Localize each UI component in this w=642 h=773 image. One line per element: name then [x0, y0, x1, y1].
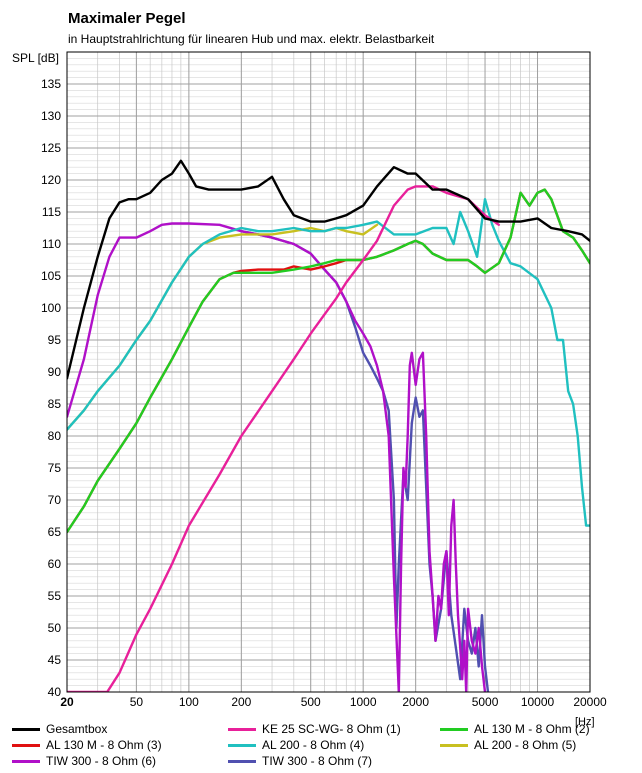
- y-tick-label: 70: [48, 493, 62, 507]
- y-tick-label: 55: [48, 589, 62, 603]
- y-tick-label: 120: [41, 173, 61, 187]
- y-tick-label: 130: [41, 109, 61, 123]
- x-tick-label: 20: [60, 695, 74, 709]
- y-tick-label: 105: [41, 269, 61, 283]
- y-tick-label: 80: [48, 429, 62, 443]
- y-tick-label: 95: [48, 333, 62, 347]
- y-tick-label: 65: [48, 525, 62, 539]
- y-tick-label: 40: [48, 685, 62, 699]
- series-line-0: [67, 159, 590, 380]
- x-tick-label: 100: [179, 695, 199, 709]
- y-tick-label: 45: [48, 653, 62, 667]
- y-tick-label: 115: [42, 205, 61, 219]
- y-tick-label: 110: [42, 237, 61, 251]
- chart-title: Maximaler Pegel: [68, 10, 186, 27]
- series-line-2: [67, 188, 590, 534]
- series-line-4: [67, 197, 590, 527]
- x-tick-label: 500: [301, 695, 321, 709]
- y-tick-label: 125: [41, 141, 61, 155]
- plot-border: [66, 51, 591, 693]
- x-tick-label: 2000: [402, 695, 429, 709]
- x-tick-label: 10000: [521, 695, 555, 709]
- series-line-6: [67, 222, 487, 692]
- x-tick-label: 50: [130, 695, 144, 709]
- x-tick-label: 5000: [472, 695, 499, 709]
- y-tick-label: 85: [48, 397, 62, 411]
- x-tick-label: 1000: [350, 695, 377, 709]
- series-line-1: [67, 185, 500, 692]
- y-tick-label: 50: [48, 621, 62, 635]
- y-tick-label: 90: [48, 365, 62, 379]
- chart-subtitle: in Hauptstrahlrichtung für linearen Hub …: [68, 32, 435, 46]
- y-tick-label: 60: [48, 557, 62, 571]
- y-tick-label: 135: [41, 77, 61, 91]
- x-axis-unit-label: [Hz]: [575, 716, 595, 728]
- x-tick-label: 20000: [573, 695, 607, 709]
- y-tick-label: 100: [41, 301, 61, 315]
- y-axis-label: SPL [dB]: [12, 51, 59, 65]
- x-tick-label: 200: [231, 695, 251, 709]
- y-tick-label: 75: [48, 461, 62, 475]
